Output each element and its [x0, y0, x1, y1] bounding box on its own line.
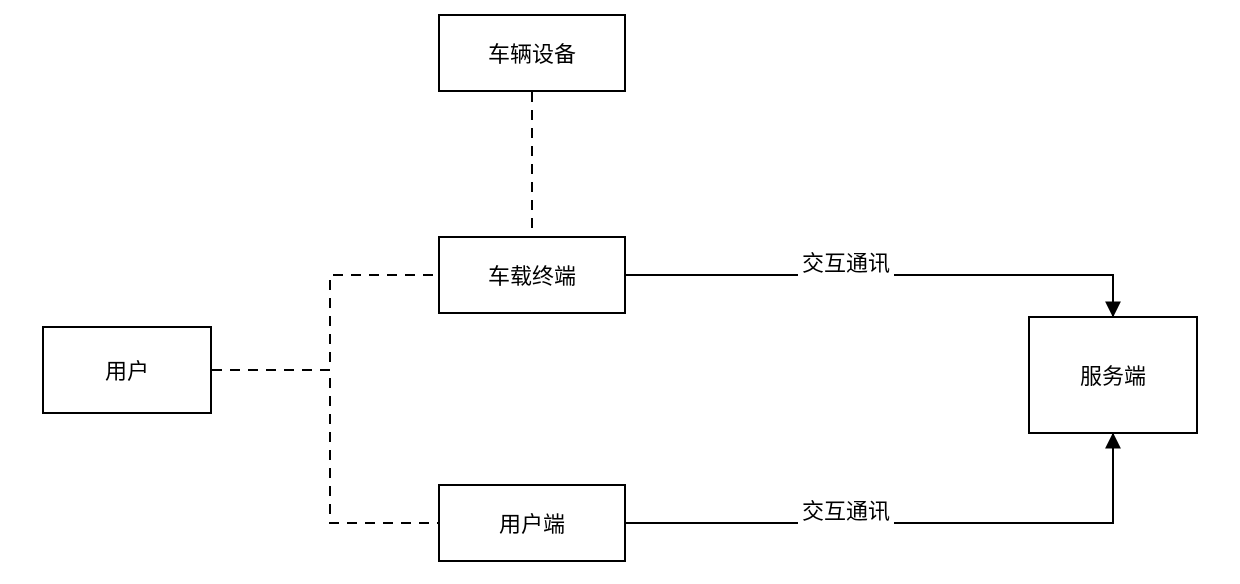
edge-label-top: 交互通讯: [798, 246, 894, 278]
node-server: 服务端: [1028, 316, 1198, 434]
node-user: 用户: [42, 326, 212, 414]
node-vehicle-terminal: 车载终端: [438, 236, 626, 314]
node-vehicle-equipment: 车辆设备: [438, 14, 626, 92]
node-label: 车辆设备: [488, 37, 576, 69]
node-label: 用户: [105, 354, 149, 386]
edge-1: [212, 275, 438, 370]
diagram-canvas: 车辆设备 车载终端 用户 用户端 服务端 交互通讯 交互通讯: [0, 0, 1240, 584]
edge-2: [212, 370, 438, 523]
node-label: 车载终端: [488, 259, 576, 291]
edge-label-bottom: 交互通讯: [798, 494, 894, 526]
node-label: 服务端: [1080, 359, 1146, 391]
node-client: 用户端: [438, 484, 626, 562]
edge-3: [626, 275, 1113, 316]
node-label: 用户端: [499, 507, 565, 539]
